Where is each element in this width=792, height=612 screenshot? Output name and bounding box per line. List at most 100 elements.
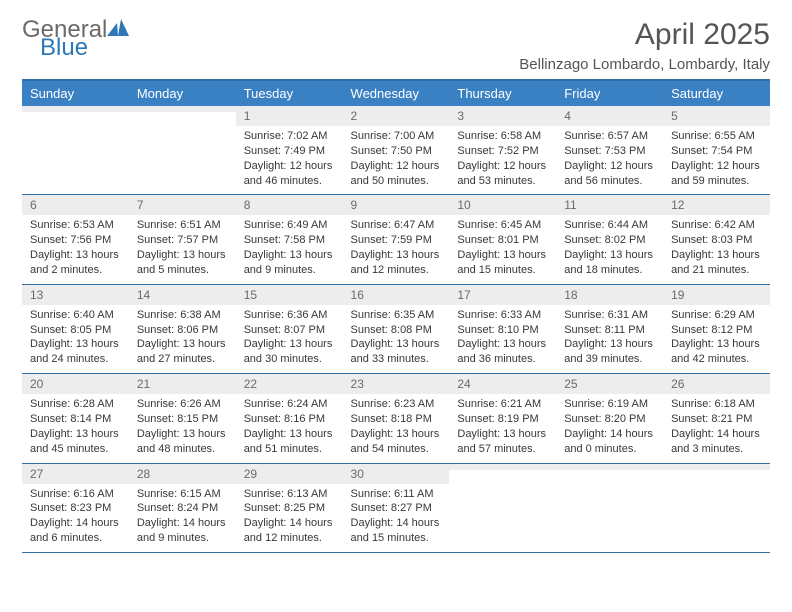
daylight-text: Daylight: 12 hours and 53 minutes. — [457, 159, 548, 189]
daylight-text: Daylight: 13 hours and 12 minutes. — [351, 248, 442, 278]
day-details: Sunrise: 6:44 AMSunset: 8:02 PMDaylight:… — [556, 215, 663, 283]
day-details: Sunrise: 6:28 AMSunset: 8:14 PMDaylight:… — [22, 394, 129, 462]
calendar-day-cell: 20Sunrise: 6:28 AMSunset: 8:14 PMDayligh… — [22, 374, 129, 463]
sunset-text: Sunset: 7:54 PM — [671, 144, 762, 159]
calendar-day-cell: 23Sunrise: 6:23 AMSunset: 8:18 PMDayligh… — [343, 374, 450, 463]
sunrise-text: Sunrise: 6:16 AM — [30, 487, 121, 502]
calendar-day-cell: 16Sunrise: 6:35 AMSunset: 8:08 PMDayligh… — [343, 284, 450, 373]
calendar-day-cell: 21Sunrise: 6:26 AMSunset: 8:15 PMDayligh… — [129, 374, 236, 463]
sunset-text: Sunset: 8:10 PM — [457, 323, 548, 338]
sunrise-text: Sunrise: 7:00 AM — [351, 129, 442, 144]
day-details: Sunrise: 6:13 AMSunset: 8:25 PMDaylight:… — [236, 484, 343, 552]
day-details: Sunrise: 6:16 AMSunset: 8:23 PMDaylight:… — [22, 484, 129, 552]
sunset-text: Sunset: 8:05 PM — [30, 323, 121, 338]
day-details: Sunrise: 6:35 AMSunset: 8:08 PMDaylight:… — [343, 305, 450, 373]
sunrise-text: Sunrise: 6:47 AM — [351, 218, 442, 233]
weekday-header: Saturday — [663, 80, 770, 106]
calendar-day-cell: 18Sunrise: 6:31 AMSunset: 8:11 PMDayligh… — [556, 284, 663, 373]
sunrise-text: Sunrise: 6:57 AM — [564, 129, 655, 144]
calendar-day-cell: 22Sunrise: 6:24 AMSunset: 8:16 PMDayligh… — [236, 374, 343, 463]
day-number: 19 — [663, 285, 770, 305]
sunset-text: Sunset: 7:50 PM — [351, 144, 442, 159]
daylight-text: Daylight: 13 hours and 51 minutes. — [244, 427, 335, 457]
sunrise-text: Sunrise: 6:18 AM — [671, 397, 762, 412]
day-number: 1 — [236, 106, 343, 126]
sunrise-text: Sunrise: 6:45 AM — [457, 218, 548, 233]
weekday-header-row: Sunday Monday Tuesday Wednesday Thursday… — [22, 80, 770, 106]
calendar-week-row: 1Sunrise: 7:02 AMSunset: 7:49 PMDaylight… — [22, 106, 770, 195]
calendar-day-cell: 28Sunrise: 6:15 AMSunset: 8:24 PMDayligh… — [129, 463, 236, 552]
sunrise-text: Sunrise: 6:26 AM — [137, 397, 228, 412]
day-number: 2 — [343, 106, 450, 126]
calendar-table: Sunday Monday Tuesday Wednesday Thursday… — [22, 79, 770, 553]
day-number: 26 — [663, 374, 770, 394]
daylight-text: Daylight: 13 hours and 48 minutes. — [137, 427, 228, 457]
calendar-day-cell: 26Sunrise: 6:18 AMSunset: 8:21 PMDayligh… — [663, 374, 770, 463]
sunset-text: Sunset: 8:15 PM — [137, 412, 228, 427]
sunset-text: Sunset: 8:18 PM — [351, 412, 442, 427]
sunrise-text: Sunrise: 6:40 AM — [30, 308, 121, 323]
day-details — [129, 112, 236, 121]
brand-logo: General Blue — [22, 18, 129, 60]
sunrise-text: Sunrise: 6:42 AM — [671, 218, 762, 233]
daylight-text: Daylight: 13 hours and 45 minutes. — [30, 427, 121, 457]
day-number: 22 — [236, 374, 343, 394]
sunset-text: Sunset: 8:14 PM — [30, 412, 121, 427]
daylight-text: Daylight: 13 hours and 30 minutes. — [244, 337, 335, 367]
sunset-text: Sunset: 8:21 PM — [671, 412, 762, 427]
day-details: Sunrise: 6:58 AMSunset: 7:52 PMDaylight:… — [449, 126, 556, 194]
day-details: Sunrise: 6:26 AMSunset: 8:15 PMDaylight:… — [129, 394, 236, 462]
sunrise-text: Sunrise: 6:21 AM — [457, 397, 548, 412]
sunrise-text: Sunrise: 6:36 AM — [244, 308, 335, 323]
day-details: Sunrise: 6:19 AMSunset: 8:20 PMDaylight:… — [556, 394, 663, 462]
day-details: Sunrise: 6:36 AMSunset: 8:07 PMDaylight:… — [236, 305, 343, 373]
calendar-day-cell: 27Sunrise: 6:16 AMSunset: 8:23 PMDayligh… — [22, 463, 129, 552]
weekday-header: Monday — [129, 80, 236, 106]
day-number: 24 — [449, 374, 556, 394]
sunset-text: Sunset: 8:19 PM — [457, 412, 548, 427]
daylight-text: Daylight: 13 hours and 27 minutes. — [137, 337, 228, 367]
daylight-text: Daylight: 13 hours and 21 minutes. — [671, 248, 762, 278]
daylight-text: Daylight: 14 hours and 15 minutes. — [351, 516, 442, 546]
sunrise-text: Sunrise: 6:24 AM — [244, 397, 335, 412]
daylight-text: Daylight: 12 hours and 56 minutes. — [564, 159, 655, 189]
day-details: Sunrise: 6:49 AMSunset: 7:58 PMDaylight:… — [236, 215, 343, 283]
calendar-day-cell — [22, 106, 129, 195]
daylight-text: Daylight: 14 hours and 12 minutes. — [244, 516, 335, 546]
day-details: Sunrise: 6:24 AMSunset: 8:16 PMDaylight:… — [236, 394, 343, 462]
day-number: 25 — [556, 374, 663, 394]
daylight-text: Daylight: 14 hours and 9 minutes. — [137, 516, 228, 546]
day-details: Sunrise: 6:51 AMSunset: 7:57 PMDaylight:… — [129, 215, 236, 283]
daylight-text: Daylight: 12 hours and 50 minutes. — [351, 159, 442, 189]
daylight-text: Daylight: 13 hours and 2 minutes. — [30, 248, 121, 278]
sunset-text: Sunset: 8:23 PM — [30, 501, 121, 516]
calendar-day-cell: 5Sunrise: 6:55 AMSunset: 7:54 PMDaylight… — [663, 106, 770, 195]
day-number: 8 — [236, 195, 343, 215]
day-number: 21 — [129, 374, 236, 394]
calendar-day-cell: 15Sunrise: 6:36 AMSunset: 8:07 PMDayligh… — [236, 284, 343, 373]
day-details: Sunrise: 6:47 AMSunset: 7:59 PMDaylight:… — [343, 215, 450, 283]
day-details: Sunrise: 6:23 AMSunset: 8:18 PMDaylight:… — [343, 394, 450, 462]
sunrise-text: Sunrise: 6:53 AM — [30, 218, 121, 233]
day-details: Sunrise: 6:29 AMSunset: 8:12 PMDaylight:… — [663, 305, 770, 373]
daylight-text: Daylight: 13 hours and 9 minutes. — [244, 248, 335, 278]
day-details: Sunrise: 6:38 AMSunset: 8:06 PMDaylight:… — [129, 305, 236, 373]
day-details — [449, 470, 556, 479]
calendar-day-cell: 11Sunrise: 6:44 AMSunset: 8:02 PMDayligh… — [556, 195, 663, 284]
sunset-text: Sunset: 8:16 PM — [244, 412, 335, 427]
month-title: April 2025 — [519, 18, 770, 52]
day-details: Sunrise: 6:15 AMSunset: 8:24 PMDaylight:… — [129, 484, 236, 552]
day-details: Sunrise: 6:57 AMSunset: 7:53 PMDaylight:… — [556, 126, 663, 194]
sunrise-text: Sunrise: 6:35 AM — [351, 308, 442, 323]
day-number: 3 — [449, 106, 556, 126]
day-details: Sunrise: 7:02 AMSunset: 7:49 PMDaylight:… — [236, 126, 343, 194]
sunrise-text: Sunrise: 6:31 AM — [564, 308, 655, 323]
weekday-header: Friday — [556, 80, 663, 106]
title-block: April 2025 Bellinzago Lombardo, Lombardy… — [519, 18, 770, 73]
day-details — [663, 470, 770, 479]
day-details: Sunrise: 6:18 AMSunset: 8:21 PMDaylight:… — [663, 394, 770, 462]
daylight-text: Daylight: 14 hours and 3 minutes. — [671, 427, 762, 457]
sunrise-text: Sunrise: 6:29 AM — [671, 308, 762, 323]
sunrise-text: Sunrise: 6:49 AM — [244, 218, 335, 233]
day-number: 23 — [343, 374, 450, 394]
